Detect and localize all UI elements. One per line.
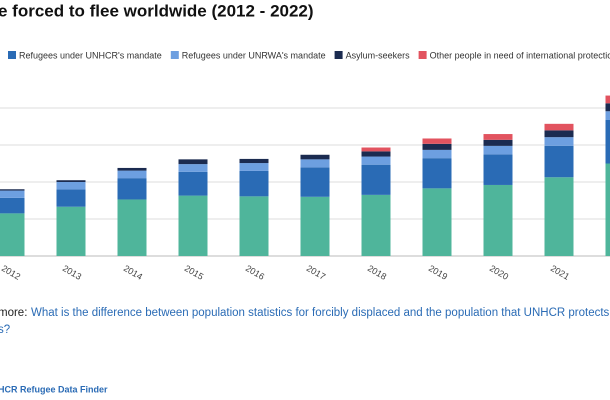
- bar-segment: [178, 195, 208, 256]
- bar-segment: [117, 167, 147, 171]
- legend-label: Other people in need of international pr…: [430, 50, 610, 60]
- note-link[interactable]: What is the difference between populatio…: [31, 307, 610, 319]
- x-tick-label: 2019: [427, 263, 449, 282]
- bar-segment: [605, 119, 610, 164]
- bar-segment: [422, 138, 452, 144]
- bar-segment: [0, 213, 25, 256]
- bar-segment: [239, 163, 269, 171]
- x-tick-label: 2016: [244, 263, 266, 282]
- bar-segment: [483, 184, 513, 256]
- bar-segment: [56, 206, 86, 256]
- bar-segment: [422, 143, 452, 150]
- x-tick-label: 2017: [305, 263, 327, 282]
- bar-segment: [117, 199, 147, 256]
- bar-segment: [544, 130, 574, 138]
- bar-segment: [544, 177, 574, 256]
- legend-label: Asylum-seekers: [346, 50, 411, 60]
- bar-segment: [483, 134, 513, 140]
- bar-segment: [605, 103, 610, 112]
- bar-segment: [544, 145, 574, 178]
- bar-segment: [361, 194, 391, 256]
- bar-segment: [56, 180, 86, 182]
- bar-segment: [361, 164, 391, 195]
- legend-label: Refugees under UNHCR's mandate: [19, 50, 162, 60]
- legend-swatch: [334, 51, 343, 59]
- bar-segment: [483, 139, 513, 146]
- bar-segment: [483, 145, 513, 155]
- bar-segment: [239, 170, 269, 197]
- bar-segment: [0, 197, 25, 214]
- bar-segment: [239, 158, 269, 164]
- note-lead: more:: [0, 307, 27, 319]
- bar-segment: [0, 190, 25, 198]
- bar-segment: [56, 189, 86, 207]
- legend-swatch: [8, 51, 16, 59]
- bar-segment: [56, 182, 86, 190]
- note-link[interactable]: s?: [0, 324, 10, 336]
- x-tick-label: 2021: [549, 263, 571, 282]
- bar-segment: [300, 154, 330, 160]
- bar-segment: [483, 154, 513, 185]
- bar-segment: [544, 137, 574, 146]
- bar-segment: [605, 163, 610, 256]
- bar-segment: [544, 123, 574, 131]
- bar-segment: [300, 196, 330, 256]
- x-tick-label: 2020: [488, 263, 510, 282]
- bar-segment: [422, 149, 452, 159]
- bar-segment: [300, 167, 330, 197]
- bar-segment: [239, 196, 269, 256]
- bar-segment: [117, 178, 147, 200]
- bar-segment: [605, 95, 610, 104]
- legend-label: Refugees under UNRWA's mandate: [182, 50, 326, 60]
- bar-segment: [117, 170, 147, 179]
- x-tick-label: 2015: [183, 263, 205, 282]
- x-tick-label: 2012: [0, 263, 22, 282]
- bar-segment: [300, 159, 330, 168]
- bar-segment: [361, 147, 391, 152]
- bar-segment: [178, 171, 208, 196]
- x-tick-label: 2018: [366, 263, 388, 282]
- bar-segment: [422, 188, 452, 256]
- bar-segment: [178, 164, 208, 172]
- bar-segment: [605, 111, 610, 120]
- bar-segment: [361, 151, 391, 157]
- legend-swatch: [170, 51, 179, 59]
- bar-segment: [361, 156, 391, 165]
- bar-segment: [178, 159, 208, 165]
- bar-segment: [0, 189, 25, 191]
- chart-title: e forced to flee worldwide (2012 - 2022): [0, 1, 314, 20]
- legend-swatch: [418, 51, 427, 59]
- bar-segment: [422, 158, 452, 189]
- source-link[interactable]: HCR Refugee Data Finder: [0, 384, 108, 394]
- x-tick-label: 2014: [122, 263, 144, 282]
- x-tick-label: 2013: [61, 263, 83, 282]
